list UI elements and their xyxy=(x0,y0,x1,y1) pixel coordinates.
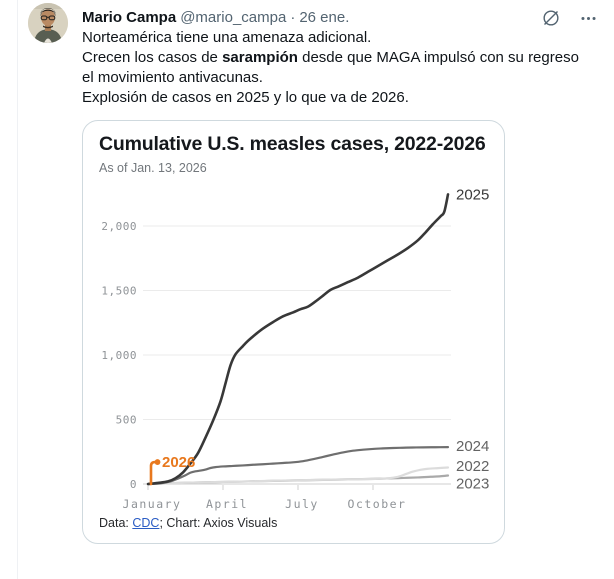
line-2022 xyxy=(146,466,450,486)
tweet-paragraph-2: Crecen los casos de sarampión desde que … xyxy=(82,48,594,88)
timeline-left-border xyxy=(17,0,18,579)
avatar[interactable] xyxy=(28,3,68,43)
avatar-portrait xyxy=(28,3,68,43)
chart-card[interactable]: Cumulative U.S. measles cases, 2022-2026… xyxy=(82,120,505,544)
chart-subtitle: As of Jan. 13, 2026 xyxy=(99,161,207,175)
chart-title: Cumulative U.S. measles cases, 2022-2026 xyxy=(99,133,486,155)
more-options-icon[interactable] xyxy=(579,9,598,28)
paragraph2-prefix: Crecen los casos de xyxy=(82,49,223,66)
chart-source-line: Data: CDC; Chart: Axios Visuals xyxy=(99,516,488,530)
svg-text:1,500: 1,500 xyxy=(101,285,137,298)
y-axis-grid: 0 500 1,000 1,500 2,000 xyxy=(101,220,451,491)
svg-text:1,000: 1,000 xyxy=(101,349,137,362)
line-2025 xyxy=(146,193,450,486)
label-2023: 2023 xyxy=(456,475,489,492)
paragraph2-suffix: desde que MAGA impulsó con su regreso el… xyxy=(82,49,579,86)
line-2024 xyxy=(146,446,450,486)
meta-separator: · xyxy=(290,9,296,26)
paragraph2-bold-word: sarampión xyxy=(222,49,298,66)
grok-icon[interactable] xyxy=(541,8,561,28)
label-2022: 2022 xyxy=(456,458,489,475)
tweet-date[interactable]: 26 ene. xyxy=(299,9,350,26)
svg-text:500: 500 xyxy=(116,414,137,427)
svg-text:April: April xyxy=(206,497,248,511)
author-name[interactable]: Mario Campa xyxy=(82,9,177,26)
cdc-link[interactable]: CDC xyxy=(132,516,160,530)
svg-text:0: 0 xyxy=(130,478,137,491)
svg-text:October: October xyxy=(348,497,407,511)
source-suffix: ; Chart: Axios Visuals xyxy=(159,516,278,530)
label-2026: 2026 xyxy=(162,454,195,471)
marker-2026: 2026 xyxy=(149,454,195,486)
svg-text:July: July xyxy=(285,497,319,511)
tweet-content: Mario Campa @mario_campa · 26 ene. Norte… xyxy=(82,8,604,544)
source-prefix: Data: xyxy=(99,516,133,530)
tweet-paragraph-3: Explosión de casos en 2025 y lo que va d… xyxy=(82,89,409,106)
measles-line-chart[interactable]: 0 500 1,000 1,500 2,000 January April July Octob… xyxy=(99,181,490,514)
svg-text:2,000: 2,000 xyxy=(101,220,137,233)
x-axis: January April July October xyxy=(123,485,407,511)
tweet-paragraph-1: Norteamérica tiene una amenaza adicional… xyxy=(82,29,372,46)
series-lines xyxy=(146,193,450,486)
tweet-header-actions xyxy=(541,8,604,28)
tweet-header: Mario Campa @mario_campa · 26 ene. xyxy=(82,8,604,28)
label-2024: 2024 xyxy=(456,438,489,455)
author-handle[interactable]: @mario_campa xyxy=(180,9,287,26)
svg-text:January: January xyxy=(123,497,182,511)
label-2025: 2025 xyxy=(456,186,489,203)
